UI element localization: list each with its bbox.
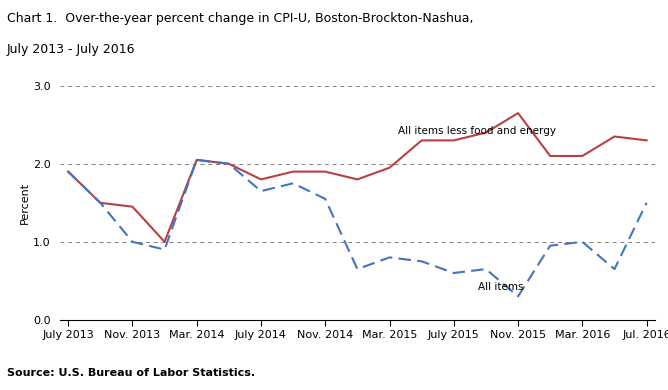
Text: Chart 1.  Over-the-year percent change in CPI-U, Boston-Brockton-Nashua,: Chart 1. Over-the-year percent change in…	[7, 12, 473, 25]
Y-axis label: Percent: Percent	[20, 182, 30, 224]
Text: All items: All items	[478, 282, 524, 292]
Text: All items less food and energy: All items less food and energy	[397, 126, 556, 136]
Text: Source: U.S. Bureau of Labor Statistics.: Source: U.S. Bureau of Labor Statistics.	[7, 368, 255, 378]
Text: July 2013 - July 2016: July 2013 - July 2016	[7, 43, 135, 56]
